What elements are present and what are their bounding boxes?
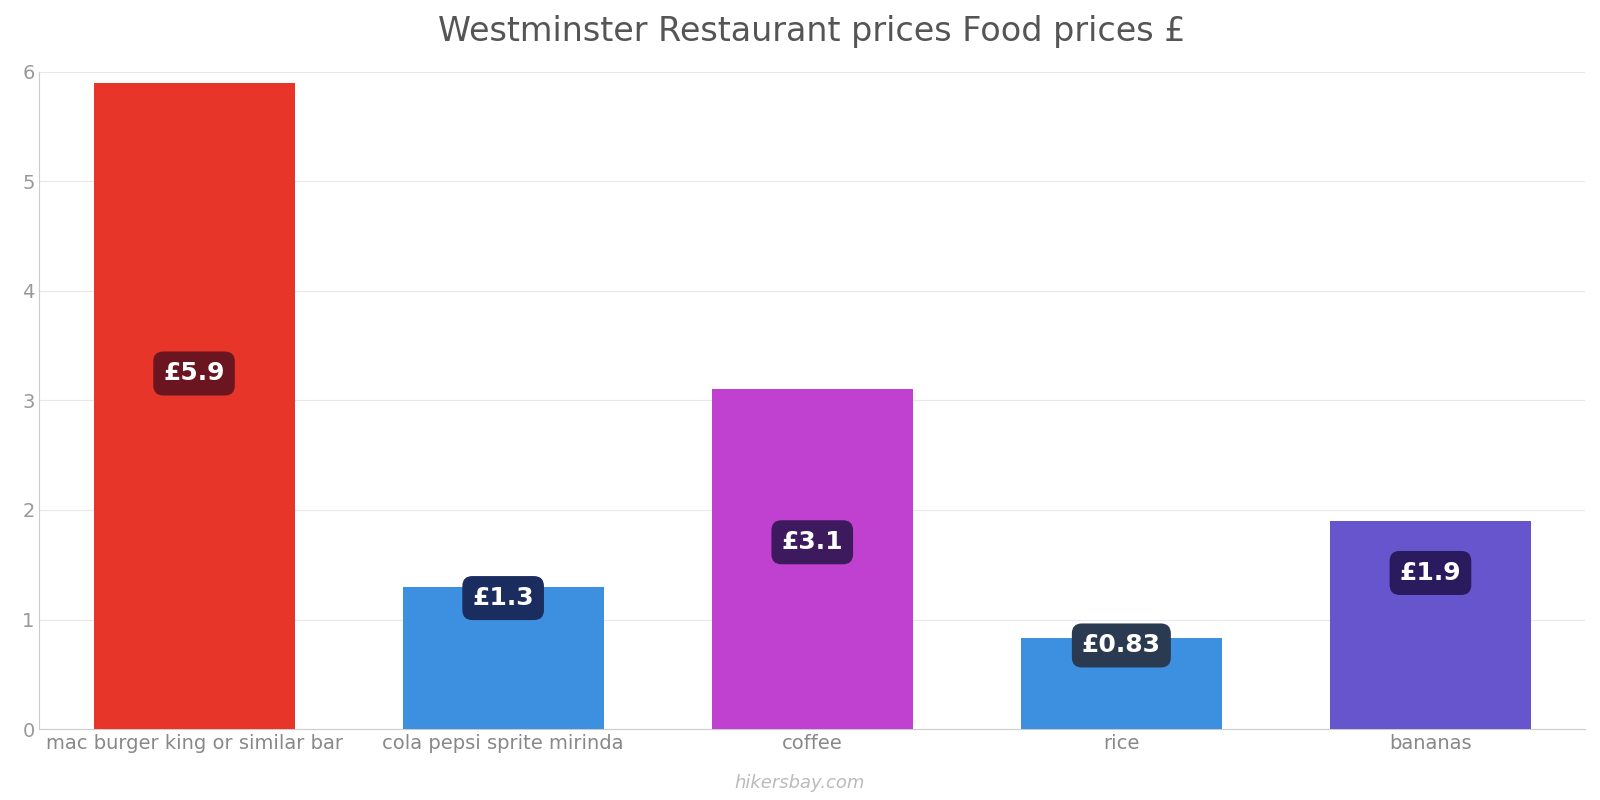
- Bar: [403, 586, 603, 729]
- Text: £1.9: £1.9: [1400, 561, 1461, 585]
- Text: £3.1: £3.1: [781, 530, 843, 554]
- Title: Westminster Restaurant prices Food prices £: Westminster Restaurant prices Food price…: [438, 15, 1186, 48]
- Text: £0.83: £0.83: [1082, 634, 1162, 658]
- Text: £5.9: £5.9: [163, 362, 224, 386]
- Text: hikersbay.com: hikersbay.com: [734, 774, 866, 792]
- Bar: [712, 390, 912, 729]
- Text: £1.3: £1.3: [472, 586, 534, 610]
- Bar: [93, 82, 294, 729]
- Bar: [1021, 638, 1222, 729]
- Bar: [1330, 521, 1531, 729]
